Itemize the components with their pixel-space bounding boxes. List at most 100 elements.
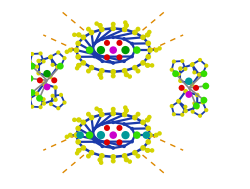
Circle shape	[75, 54, 81, 60]
Circle shape	[28, 96, 32, 101]
Circle shape	[189, 63, 194, 67]
Circle shape	[169, 68, 173, 72]
Circle shape	[140, 119, 145, 125]
Circle shape	[37, 77, 43, 83]
Circle shape	[34, 91, 39, 96]
Circle shape	[97, 23, 102, 28]
Circle shape	[86, 69, 90, 74]
Circle shape	[132, 150, 137, 156]
Circle shape	[147, 132, 152, 138]
Circle shape	[110, 26, 116, 31]
Circle shape	[73, 47, 79, 53]
Circle shape	[76, 131, 84, 139]
Circle shape	[182, 89, 187, 94]
Circle shape	[88, 115, 94, 120]
Circle shape	[124, 108, 128, 113]
Circle shape	[121, 131, 129, 139]
Circle shape	[127, 74, 132, 79]
Circle shape	[140, 60, 145, 66]
Circle shape	[89, 133, 93, 137]
Circle shape	[145, 125, 150, 131]
Circle shape	[80, 34, 86, 40]
Circle shape	[64, 135, 69, 139]
Circle shape	[104, 40, 110, 46]
Circle shape	[97, 72, 102, 77]
Circle shape	[38, 51, 42, 56]
Circle shape	[75, 40, 81, 46]
Circle shape	[180, 113, 184, 117]
Circle shape	[145, 63, 150, 68]
Circle shape	[76, 63, 81, 68]
Circle shape	[144, 63, 149, 68]
Circle shape	[94, 106, 98, 111]
Circle shape	[200, 100, 204, 105]
Circle shape	[122, 105, 127, 110]
Circle shape	[121, 112, 127, 117]
Circle shape	[73, 132, 79, 138]
Circle shape	[26, 75, 33, 82]
Circle shape	[171, 60, 175, 64]
Circle shape	[38, 105, 42, 109]
Circle shape	[86, 154, 90, 159]
Circle shape	[200, 70, 206, 77]
Circle shape	[86, 131, 93, 139]
Circle shape	[116, 40, 122, 46]
Circle shape	[53, 97, 58, 102]
Circle shape	[68, 133, 72, 138]
Circle shape	[122, 20, 127, 25]
Circle shape	[144, 148, 149, 153]
Circle shape	[192, 85, 198, 91]
Circle shape	[50, 94, 54, 98]
Circle shape	[157, 46, 161, 51]
Circle shape	[123, 23, 128, 28]
Circle shape	[76, 117, 81, 122]
Circle shape	[130, 140, 134, 143]
Circle shape	[116, 54, 122, 60]
Circle shape	[111, 146, 115, 150]
Circle shape	[56, 50, 60, 54]
Circle shape	[176, 99, 180, 103]
Circle shape	[42, 101, 46, 106]
Circle shape	[41, 97, 46, 101]
Circle shape	[76, 32, 81, 37]
Circle shape	[48, 75, 52, 79]
Circle shape	[51, 77, 57, 83]
Circle shape	[200, 71, 204, 75]
Circle shape	[42, 81, 46, 86]
Circle shape	[44, 84, 50, 90]
Circle shape	[111, 61, 115, 65]
Circle shape	[80, 60, 86, 66]
Circle shape	[59, 64, 63, 68]
Circle shape	[144, 117, 149, 122]
Circle shape	[92, 140, 96, 143]
Circle shape	[197, 58, 201, 62]
Circle shape	[80, 145, 86, 151]
Circle shape	[76, 32, 81, 37]
Circle shape	[100, 144, 104, 148]
Circle shape	[110, 107, 115, 112]
Circle shape	[135, 27, 140, 32]
Circle shape	[123, 72, 128, 77]
Circle shape	[100, 122, 104, 126]
Circle shape	[30, 52, 34, 56]
Circle shape	[36, 95, 43, 102]
Circle shape	[64, 50, 69, 54]
Circle shape	[59, 93, 63, 97]
Circle shape	[124, 72, 128, 77]
Circle shape	[176, 72, 180, 76]
Circle shape	[121, 153, 127, 159]
Circle shape	[76, 148, 81, 153]
Circle shape	[176, 99, 180, 104]
Circle shape	[36, 71, 41, 75]
Circle shape	[72, 33, 76, 37]
Circle shape	[88, 150, 94, 156]
Circle shape	[28, 63, 35, 70]
Circle shape	[74, 151, 79, 156]
Circle shape	[111, 35, 115, 39]
Circle shape	[194, 93, 199, 97]
Circle shape	[104, 125, 110, 131]
Circle shape	[98, 75, 103, 80]
Circle shape	[98, 27, 104, 32]
Circle shape	[98, 153, 104, 159]
Circle shape	[97, 108, 102, 113]
